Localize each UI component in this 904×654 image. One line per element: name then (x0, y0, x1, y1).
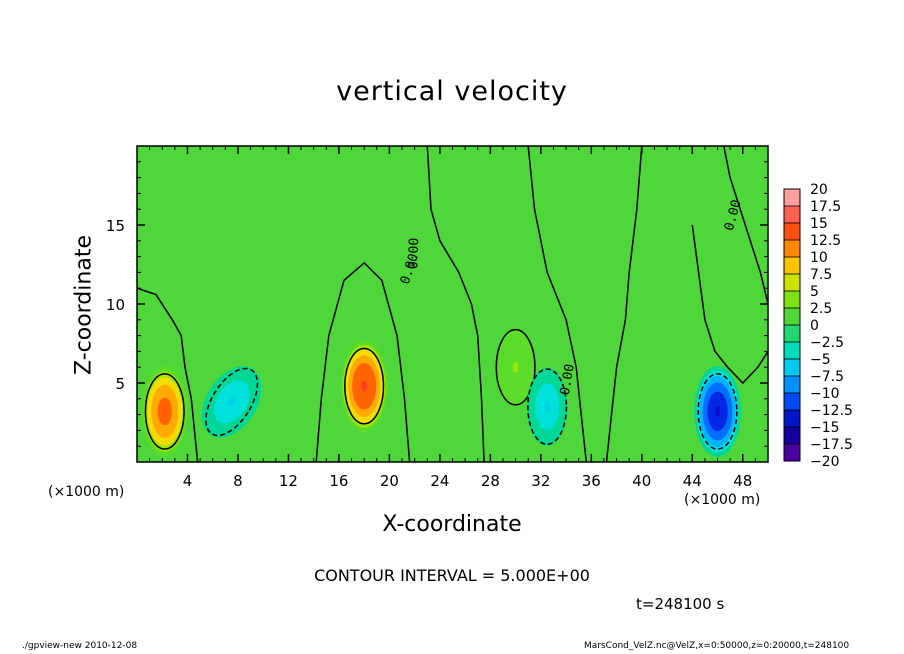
contour-line (723, 145, 769, 305)
contour-label: 0.00 (406, 238, 422, 270)
contour-line (344, 347, 385, 425)
x-tick-label: 48 (733, 472, 752, 490)
y-axis-label: Z-coordinate (71, 235, 97, 375)
y-axis-unit: (×1000 m) (48, 484, 125, 500)
colorbar-bin (784, 393, 800, 411)
colorbar-label: 12.5 (810, 233, 841, 249)
colorbar-bin (784, 257, 800, 275)
contour-line (495, 328, 536, 406)
colorbar-label: −10 (810, 386, 840, 402)
contour-interval: CONTOUR INTERVAL = 5.000E+00 (314, 566, 590, 585)
x-axis-label: X-coordinate (382, 512, 522, 537)
x-tick-label: 24 (430, 472, 449, 490)
contour-line (136, 287, 199, 463)
velocity-cell (162, 406, 168, 417)
colorbar-bin (784, 291, 800, 309)
x-tick-label: 20 (380, 472, 399, 490)
contour-line (205, 367, 259, 437)
colorbar-bin (784, 325, 800, 343)
x-tick-label: 8 (233, 472, 243, 490)
x-tick-label: 32 (531, 472, 550, 490)
contour-line (691, 224, 769, 385)
colorbar-label: −17.5 (810, 437, 853, 453)
colorbar-bin (784, 240, 800, 258)
colorbar-bin (784, 342, 800, 360)
colorbar-label: −20 (810, 454, 840, 470)
x-tick-label: 40 (632, 472, 651, 490)
contour-line (605, 145, 643, 463)
velocity-cell (361, 380, 367, 392)
contour-line (697, 373, 738, 450)
colorbar-bin (784, 223, 800, 241)
colorbar-bin (784, 189, 800, 207)
colorbar-label: −7.5 (810, 369, 844, 385)
velocity-cell (227, 397, 236, 407)
colorbar-label: −12.5 (810, 403, 853, 419)
y-tick-label: 5 (115, 375, 125, 393)
contour-line (144, 373, 185, 450)
colorbar-label: −15 (810, 420, 840, 436)
colorbar-label: −5 (810, 352, 831, 368)
colorbar-label: 10 (810, 250, 828, 266)
colorbar-bin (784, 410, 800, 428)
footer-right: MarsCond_VelZ.nc@VelZ,x=0:50000,z=0:2000… (584, 641, 850, 651)
colorbar-bin (784, 308, 800, 326)
velocity-cell (714, 406, 721, 417)
x-tick-label: 4 (183, 472, 193, 490)
colorbar-label: 2.5 (810, 301, 832, 317)
footer-left: ./gpview-new 2010-12-08 (22, 641, 138, 651)
colorbar-bin (784, 274, 800, 292)
colorbar-bin (784, 376, 800, 394)
colorbar-label: 0 (810, 318, 819, 334)
velocity-cell (544, 401, 550, 413)
contour-line (527, 368, 568, 446)
time-label: t=248100 s (636, 595, 725, 613)
x-tick-label: 36 (582, 472, 601, 490)
x-tick-label: 12 (279, 472, 298, 490)
x-axis-unit: (×1000 m) (684, 492, 761, 508)
colorbar-label: 5 (810, 284, 819, 300)
colorbar-bin (784, 206, 800, 224)
colorbar-label: 7.5 (810, 267, 832, 283)
contour-label: 0.00 (558, 363, 578, 396)
contour-line (426, 145, 485, 463)
colorbar-label: 20 (810, 182, 828, 198)
velocity-cell (512, 361, 519, 373)
colorbar-label: 17.5 (810, 199, 841, 215)
x-tick-label: 16 (329, 472, 348, 490)
x-tick-label: 44 (683, 472, 702, 490)
chart-title: vertical velocity (336, 76, 568, 107)
x-tick-label: 28 (481, 472, 500, 490)
contour-line (527, 145, 588, 463)
contour-line (315, 261, 411, 463)
colorbar-label: −2.5 (810, 335, 844, 351)
colorbar-bin (784, 359, 800, 377)
y-tick-label: 15 (106, 217, 125, 235)
colorbar-bin (784, 427, 800, 445)
y-tick-label: 10 (106, 296, 125, 314)
colorbar-label: 15 (810, 216, 828, 232)
colorbar-bin (784, 444, 800, 462)
